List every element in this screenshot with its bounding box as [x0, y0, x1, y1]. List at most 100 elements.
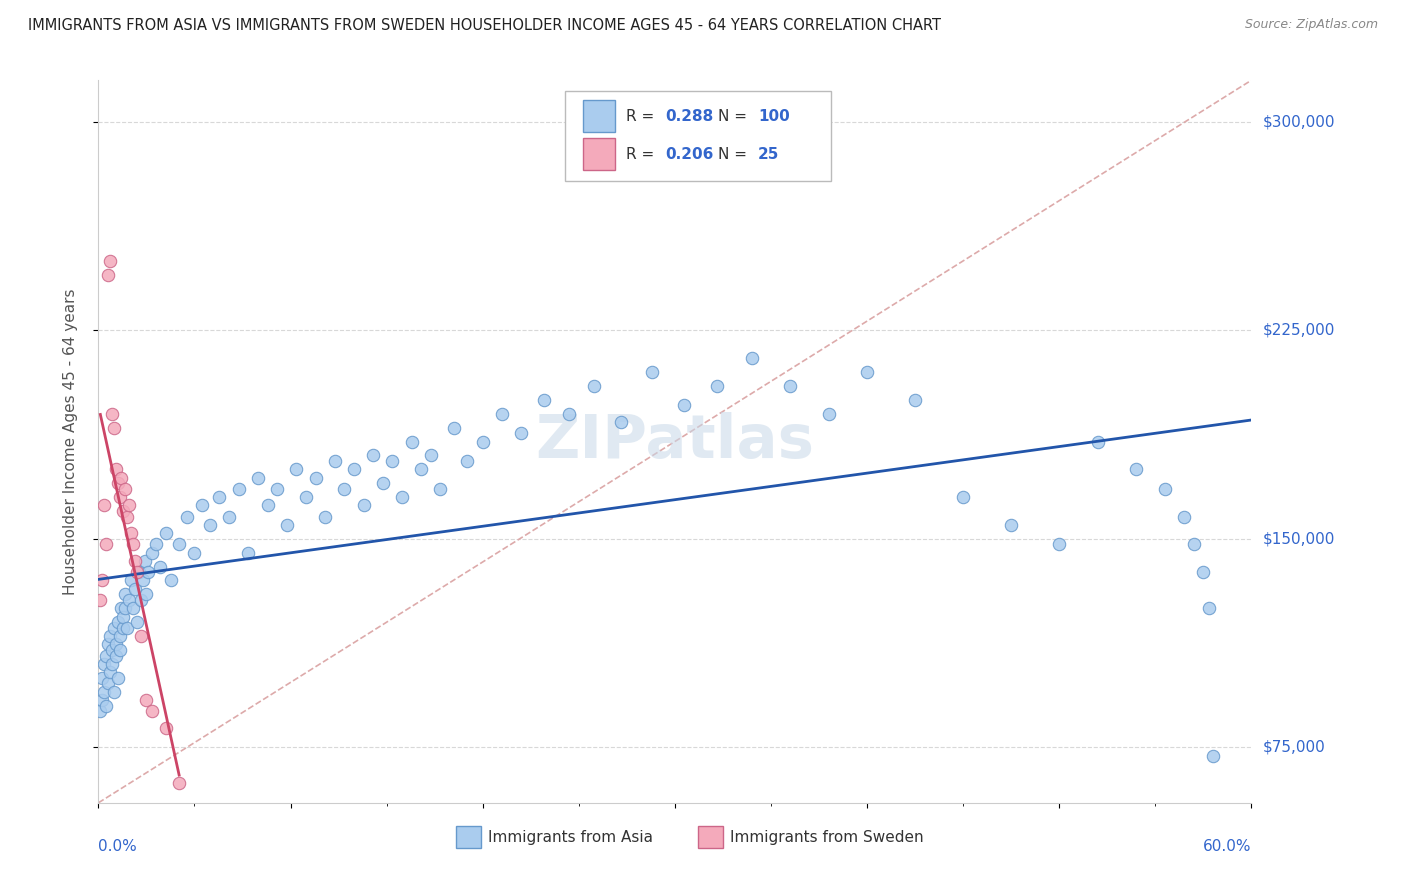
Point	[94, 537, 117, 551]
Point	[371, 476, 394, 491]
Text: N =: N =	[717, 109, 751, 124]
Point	[610, 415, 633, 429]
Point	[1154, 482, 1177, 496]
Point	[114, 601, 136, 615]
Point	[673, 398, 696, 412]
Y-axis label: Householder Income Ages 45 - 64 years: Householder Income Ages 45 - 64 years	[63, 288, 77, 595]
Point	[155, 526, 177, 541]
Text: Immigrants from Sweden: Immigrants from Sweden	[730, 830, 924, 845]
Point	[97, 268, 120, 282]
Point	[361, 449, 384, 463]
Point	[741, 351, 763, 366]
Point	[107, 476, 129, 491]
Point	[429, 482, 451, 496]
Point	[135, 587, 157, 601]
Point	[149, 559, 172, 574]
Point	[491, 407, 513, 421]
Point	[129, 593, 152, 607]
Point	[128, 565, 150, 579]
Point	[443, 420, 465, 434]
Point	[118, 593, 141, 607]
Point	[108, 643, 131, 657]
Point	[510, 426, 533, 441]
Point	[456, 454, 478, 468]
Point	[583, 379, 606, 393]
Text: N =: N =	[717, 147, 751, 162]
FancyBboxPatch shape	[582, 138, 614, 170]
Point	[285, 462, 308, 476]
FancyBboxPatch shape	[565, 91, 831, 181]
Point	[94, 648, 117, 663]
Point	[856, 365, 879, 379]
Text: 60.0%: 60.0%	[1204, 838, 1251, 854]
Point	[108, 629, 131, 643]
Text: 100: 100	[758, 109, 790, 124]
Text: $300,000: $300,000	[1263, 114, 1334, 129]
Point	[167, 537, 190, 551]
Point	[103, 684, 125, 698]
Point	[276, 517, 298, 532]
Point	[160, 574, 183, 588]
Point	[124, 582, 146, 596]
Point	[93, 657, 115, 671]
Point	[138, 565, 160, 579]
Point	[97, 676, 120, 690]
Point	[112, 621, 135, 635]
Point	[125, 565, 148, 579]
Point	[391, 490, 413, 504]
Text: ZIPatlas: ZIPatlas	[536, 412, 814, 471]
Point	[314, 509, 336, 524]
Point	[94, 698, 117, 713]
Point	[98, 665, 121, 680]
Point	[120, 574, 142, 588]
Point	[401, 434, 423, 449]
Point	[112, 504, 135, 518]
Point	[191, 499, 214, 513]
Point	[1087, 434, 1109, 449]
Point	[114, 482, 136, 496]
Point	[155, 721, 177, 735]
Text: R =: R =	[627, 109, 659, 124]
Point	[101, 657, 124, 671]
Point	[471, 434, 494, 449]
Text: Source: ZipAtlas.com: Source: ZipAtlas.com	[1244, 18, 1378, 31]
Point	[93, 499, 115, 513]
FancyBboxPatch shape	[456, 826, 481, 847]
Point	[114, 587, 136, 601]
Point	[117, 509, 138, 524]
Point	[904, 392, 927, 407]
Point	[183, 546, 205, 560]
Point	[110, 470, 132, 484]
Point	[558, 407, 581, 421]
Point	[122, 537, 145, 551]
Point	[104, 637, 127, 651]
Point	[817, 407, 839, 421]
Point	[1047, 537, 1070, 551]
Text: 0.0%: 0.0%	[98, 838, 138, 854]
Point	[1198, 601, 1220, 615]
Point	[108, 490, 131, 504]
Point	[135, 693, 157, 707]
Point	[145, 537, 167, 551]
Point	[141, 704, 163, 718]
Point	[779, 379, 801, 393]
Text: 0.288: 0.288	[665, 109, 714, 124]
Point	[125, 615, 148, 630]
Point	[134, 554, 156, 568]
Text: 25: 25	[758, 147, 779, 162]
Text: $75,000: $75,000	[1263, 739, 1326, 755]
Point	[91, 693, 114, 707]
Point	[218, 509, 240, 524]
Point	[353, 499, 375, 513]
Point	[103, 420, 125, 434]
Point	[228, 482, 250, 496]
Point	[167, 776, 190, 790]
Point	[110, 601, 132, 615]
Point	[103, 621, 125, 635]
Point	[91, 671, 114, 685]
Point	[107, 615, 129, 630]
Point	[117, 621, 138, 635]
Point	[1000, 517, 1022, 532]
Point	[304, 470, 326, 484]
Text: Immigrants from Asia: Immigrants from Asia	[488, 830, 654, 845]
